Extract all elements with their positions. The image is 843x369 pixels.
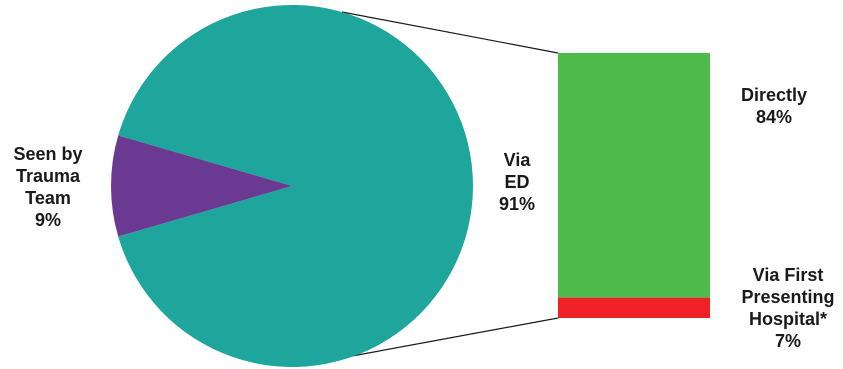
pie (111, 5, 474, 367)
pie-slice-trauma-team (111, 135, 292, 237)
bar-segment-directly (558, 53, 710, 298)
connector-line-bottom (351, 317, 559, 357)
connector-lines (341, 11, 559, 357)
connector-line-top (341, 11, 559, 54)
bar-segment-via-first-presenting-hospital (558, 297, 710, 318)
label-directly: Directly 84% (741, 85, 807, 127)
label-seen-by-trauma-team: Seen by Trauma Team 9% (13, 144, 82, 230)
pie-slice-via-ed (118, 5, 474, 367)
chart-labels: Seen by Trauma Team 9% Via ED 91% Directly 84% Vi… (13, 85, 834, 351)
label-via-first-presenting-hospital: Via First Presenting Hospital* 7% (741, 265, 834, 351)
stacked-bar (558, 53, 710, 318)
label-via-ed: Via ED 91% (499, 150, 535, 214)
